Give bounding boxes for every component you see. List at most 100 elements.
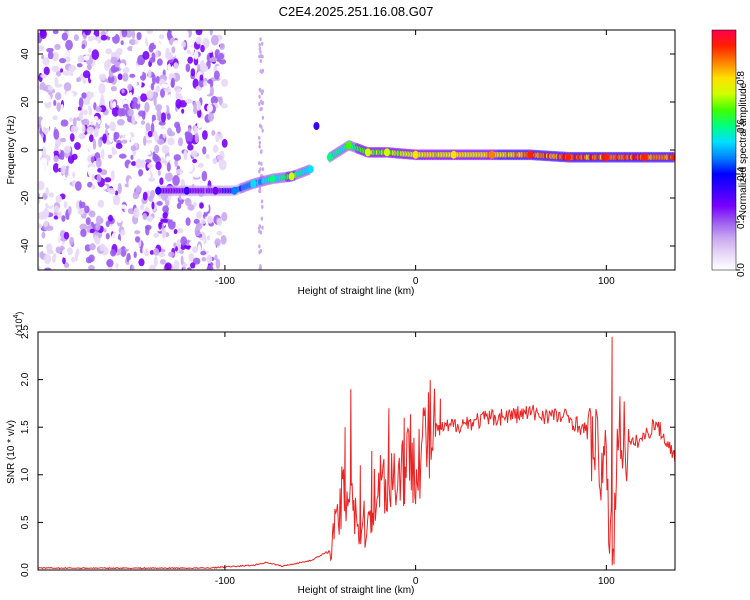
x-tick-label: 0 xyxy=(413,276,419,287)
noise-cell xyxy=(181,108,185,114)
noise-cell xyxy=(206,264,214,270)
noise-cell xyxy=(98,83,106,95)
noise-cell xyxy=(125,244,131,250)
noise-cell xyxy=(194,225,201,237)
noise-cell xyxy=(91,49,100,60)
y-tick-label: 2.0 xyxy=(20,372,31,386)
noise-cell xyxy=(60,119,69,127)
noise-cell xyxy=(215,258,221,269)
noise-cell xyxy=(188,42,196,52)
noise-cell xyxy=(261,115,265,120)
noise-cell xyxy=(209,57,218,63)
noise-cell xyxy=(107,154,113,159)
noise-cell xyxy=(152,119,161,130)
noise-cell xyxy=(116,119,125,126)
noise-cell xyxy=(195,36,202,45)
noise-cell xyxy=(184,131,191,137)
noise-cell xyxy=(89,243,96,251)
noise-cell xyxy=(61,215,66,222)
noise-cell xyxy=(53,99,57,106)
noise-cell xyxy=(54,43,61,50)
y-tick-label: 0.5 xyxy=(20,515,31,529)
noise-cell xyxy=(211,206,215,218)
noise-cell xyxy=(127,108,134,117)
noise-cell xyxy=(217,52,225,60)
noise-cell xyxy=(155,85,161,93)
noise-cell xyxy=(121,139,128,144)
noise-cell xyxy=(135,186,142,194)
noise-cell xyxy=(108,149,112,154)
noise-cell xyxy=(53,205,60,213)
noise-cell xyxy=(167,30,171,41)
noise-cell xyxy=(143,150,151,156)
noise-cell xyxy=(51,65,60,73)
noise-cell xyxy=(159,177,164,186)
noise-cell xyxy=(91,96,99,103)
noise-cell xyxy=(131,102,139,109)
noise-cell xyxy=(261,225,264,230)
noise-cell xyxy=(219,43,225,51)
noise-cell xyxy=(81,124,86,134)
noise-cell xyxy=(145,225,150,236)
noise-cell xyxy=(142,50,150,60)
ridge-point xyxy=(603,153,610,162)
noise-cell xyxy=(47,51,54,60)
noise-cell xyxy=(95,106,102,112)
ridge-point xyxy=(183,186,190,195)
noise-cell xyxy=(182,262,188,267)
noise-cell xyxy=(190,262,196,269)
noise-cell xyxy=(207,79,213,84)
noise-cell xyxy=(38,196,41,205)
noise-cell xyxy=(72,171,76,178)
noise-cell xyxy=(201,170,208,182)
noise-cell xyxy=(104,177,112,183)
noise-cell xyxy=(206,254,213,264)
colorbar-tick-label: 0.2 xyxy=(736,215,747,229)
noise-cell xyxy=(131,114,136,125)
noise-cell xyxy=(38,102,43,111)
noise-cell xyxy=(68,117,73,123)
noise-cell xyxy=(67,205,72,216)
noise-cell xyxy=(179,249,184,254)
noise-cell xyxy=(117,73,123,81)
noise-cell xyxy=(216,244,222,253)
noise-cell xyxy=(258,135,261,140)
noise-cell xyxy=(92,138,97,150)
noise-cell xyxy=(105,48,113,55)
noise-cell xyxy=(193,218,200,225)
noise-cell xyxy=(64,195,71,202)
snr-plot-area xyxy=(38,336,675,570)
y-tick-label: 0 xyxy=(20,147,31,153)
noise-cell xyxy=(127,132,131,139)
noise-cell xyxy=(161,228,167,239)
noise-cell xyxy=(110,52,116,58)
noise-cell xyxy=(208,143,214,153)
noise-cell xyxy=(43,207,50,218)
noise-cell xyxy=(115,262,119,269)
noise-cell xyxy=(84,205,90,214)
noise-cell xyxy=(135,64,140,72)
ridge-point xyxy=(212,186,219,195)
noise-cell xyxy=(91,173,96,181)
noise-cell xyxy=(59,137,67,143)
noise-cell xyxy=(90,121,94,126)
noise-cell xyxy=(110,170,115,181)
noise-cell xyxy=(122,67,130,74)
noise-cell xyxy=(98,73,107,81)
noise-cell xyxy=(100,34,108,41)
noise-cell xyxy=(164,87,172,93)
noise-cell xyxy=(44,220,49,228)
noise-cell xyxy=(64,168,68,178)
noise-cell xyxy=(153,96,157,107)
noise-cell xyxy=(63,262,70,269)
noise-cell xyxy=(260,161,263,166)
noise-cell xyxy=(66,184,73,193)
noise-cell xyxy=(218,58,227,65)
noise-cell xyxy=(192,107,198,115)
noise-cell xyxy=(97,199,105,208)
noise-cell xyxy=(61,32,68,41)
noise-cell xyxy=(134,39,139,45)
noise-cell xyxy=(115,143,123,150)
noise-cell xyxy=(258,244,261,249)
noise-cell xyxy=(134,236,141,243)
